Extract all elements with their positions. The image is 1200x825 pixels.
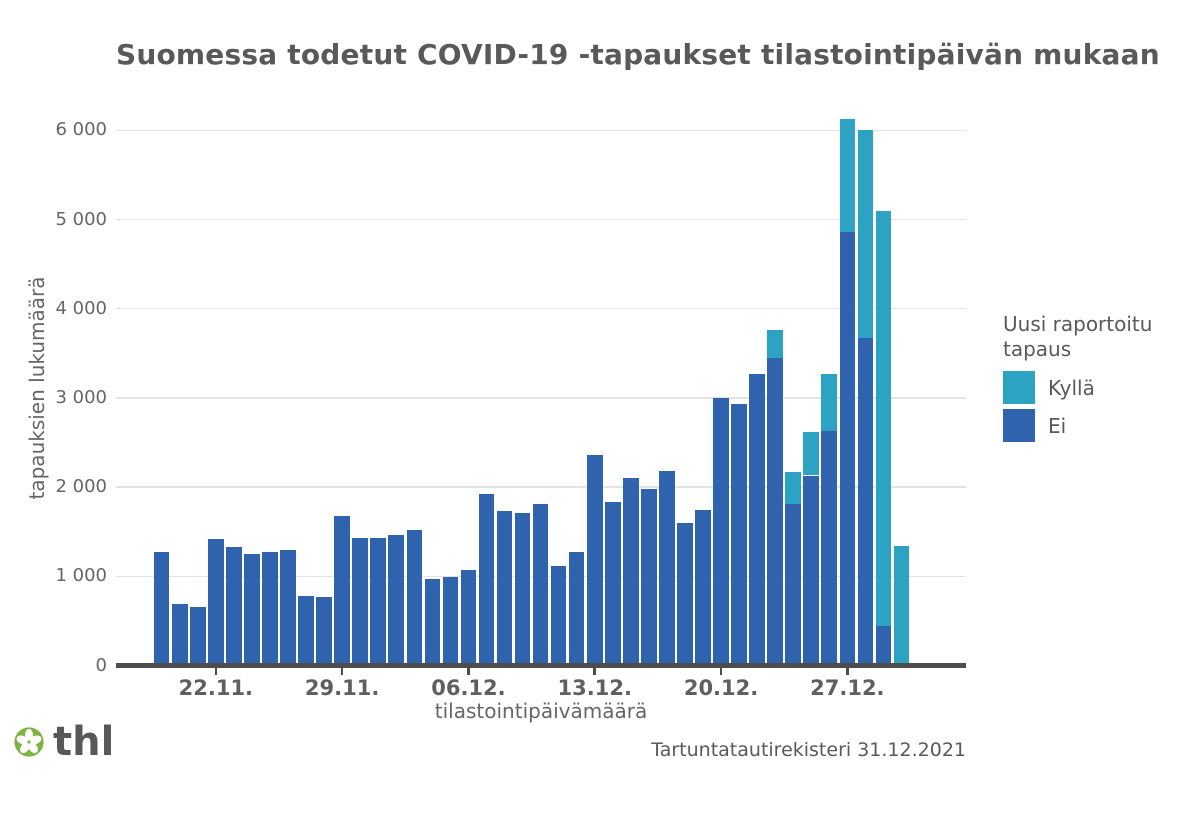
bar-segment-ei bbox=[623, 478, 639, 666]
legend-label-kylla: Kyllä bbox=[1048, 375, 1095, 400]
y-tick-label: 6 000 bbox=[55, 119, 107, 141]
bar-segment-ei bbox=[316, 596, 332, 666]
y-tick-label: 4 000 bbox=[55, 297, 107, 319]
bar-segment-ei bbox=[532, 504, 549, 666]
bar-segment-ei bbox=[821, 430, 838, 666]
bar-segment-ei bbox=[550, 565, 567, 666]
bar-segment-ei bbox=[568, 552, 585, 666]
bar-segment-ei bbox=[406, 529, 423, 666]
bar-segment-kylla bbox=[767, 330, 783, 359]
x-tick bbox=[340, 667, 344, 676]
bar-segment-ei bbox=[857, 338, 874, 666]
x-tick-label: 06.12. bbox=[431, 676, 506, 700]
x-tick bbox=[846, 667, 849, 676]
x-tick-label: 13.12. bbox=[557, 676, 632, 700]
bar-segment-kylla bbox=[821, 374, 838, 431]
bar-segment-ei bbox=[298, 595, 314, 666]
x-tick-label: 27.12. bbox=[810, 676, 885, 700]
gridline bbox=[116, 397, 966, 399]
bar-segment-ei bbox=[370, 537, 386, 666]
y-tick-label: 2 000 bbox=[55, 476, 107, 498]
bar-segment-ei bbox=[767, 358, 783, 666]
thl-logo: thl bbox=[14, 719, 115, 765]
x-tick bbox=[214, 667, 218, 676]
gridline bbox=[116, 307, 966, 310]
bar-segment-ei bbox=[334, 515, 350, 666]
bar-segment-ei bbox=[208, 539, 224, 666]
legend-item-ei: Ei bbox=[1003, 409, 1198, 442]
x-axis-line bbox=[116, 663, 966, 668]
bar-segment-ei bbox=[677, 522, 693, 666]
legend-swatch-ei-icon bbox=[1003, 409, 1035, 442]
bar-segment-ei bbox=[713, 397, 729, 666]
bar-segment-kylla bbox=[893, 545, 910, 666]
bar-segment-ei bbox=[460, 569, 477, 666]
thl-logo-text: thl bbox=[53, 719, 115, 765]
legend-swatch-kylla-icon bbox=[1003, 371, 1035, 404]
bar-segment-kylla bbox=[839, 119, 856, 232]
legend: Uusi raportoitu tapaus Kyllä Ei bbox=[1003, 312, 1198, 447]
bar-segment-ei bbox=[731, 404, 747, 666]
bar-segment-ei bbox=[478, 493, 495, 666]
bar-segment-ei bbox=[695, 510, 711, 666]
y-tick-label: 0 bbox=[95, 654, 107, 676]
bar-segment-ei bbox=[496, 510, 513, 666]
bar-segment-ei bbox=[171, 603, 188, 666]
bar-segment-ei bbox=[514, 513, 531, 666]
bar-segment-ei bbox=[262, 551, 278, 666]
bar-segment-ei bbox=[280, 549, 296, 666]
chart-title: Suomessa todetut COVID-19 -tapaukset til… bbox=[116, 38, 1160, 71]
bar-segment-ei bbox=[604, 502, 621, 666]
bar-segment-kylla bbox=[785, 471, 801, 505]
x-tick bbox=[467, 667, 470, 676]
bar-segment-ei bbox=[244, 554, 260, 666]
bar-segment-ei bbox=[424, 578, 441, 666]
thl-flower-icon bbox=[14, 727, 44, 757]
y-tick-label: 5 000 bbox=[55, 208, 107, 230]
bar-segment-ei bbox=[226, 546, 242, 666]
bar-segment-ei bbox=[785, 504, 801, 666]
bar-segment-kylla bbox=[857, 130, 874, 339]
bar-segment-ei bbox=[839, 231, 856, 666]
bar-segment-ei bbox=[875, 625, 892, 666]
legend-label-ei: Ei bbox=[1048, 413, 1067, 438]
source-text: Tartuntatautirekisteri 31.12.2021 bbox=[651, 739, 966, 761]
x-tick-label: 22.11. bbox=[178, 676, 254, 700]
gridline bbox=[116, 129, 966, 132]
bar-segment-ei bbox=[641, 488, 657, 666]
y-tick-label: 1 000 bbox=[55, 565, 107, 587]
x-axis-title: tilastointipäivämäärä bbox=[434, 699, 648, 723]
gridline bbox=[116, 486, 966, 488]
bar-segment-ei bbox=[659, 471, 675, 666]
bar-segment-ei bbox=[803, 475, 820, 666]
bar-segment-ei bbox=[189, 606, 206, 666]
bar-segment-ei bbox=[442, 576, 459, 666]
x-tick-label: 29.11. bbox=[304, 676, 380, 700]
bar-segment-ei bbox=[388, 535, 405, 666]
x-tick bbox=[593, 667, 596, 676]
x-tick-label: 20.12. bbox=[683, 676, 759, 700]
gridline bbox=[116, 218, 966, 221]
bar-segment-ei bbox=[586, 454, 603, 666]
legend-title: Uusi raportoitu tapaus bbox=[1003, 312, 1153, 361]
bar-segment-kylla bbox=[875, 211, 892, 626]
bar-segment-ei bbox=[352, 538, 368, 666]
bar-segment-ei bbox=[153, 552, 170, 666]
y-tick-label: 3 000 bbox=[55, 386, 107, 408]
legend-item-kylla: Kyllä bbox=[1003, 371, 1198, 404]
bar-segment-kylla bbox=[803, 431, 820, 476]
bar-segment-ei bbox=[749, 373, 765, 666]
x-tick bbox=[719, 667, 723, 676]
